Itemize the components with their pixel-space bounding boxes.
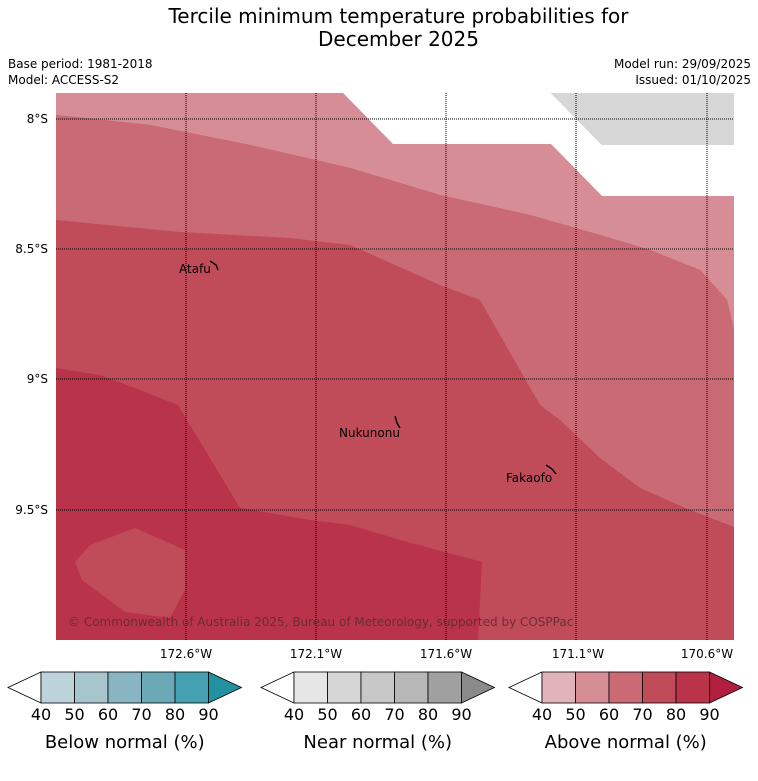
legend-tick-label: 70 <box>131 705 151 724</box>
lat-labels: 8°S 8.5°S 9°S 9.5°S <box>15 112 48 517</box>
legend-extend-high <box>709 671 744 704</box>
legend-extend-high <box>208 671 243 704</box>
legend-tick-label: 80 <box>165 705 185 724</box>
legend-tick-label: 90 <box>451 705 471 724</box>
title-line-2: December 2025 <box>318 27 479 51</box>
legend-segment <box>675 671 710 704</box>
region-above-70-patch <box>75 528 185 618</box>
lat-label: 9.5°S <box>15 503 48 517</box>
model-name: Model: ACCESS-S2 <box>8 73 120 87</box>
legend-segment <box>141 671 176 704</box>
legend-tick-label: 50 <box>565 705 585 724</box>
island-fakaofo-shape <box>545 464 557 475</box>
legend-tick-label: 40 <box>532 705 552 724</box>
legend-tick-label: 60 <box>98 705 118 724</box>
legend-segment <box>642 671 677 704</box>
legend-segment <box>40 671 75 704</box>
legend-above: 40 50 60 70 80 90 Above normal (%) <box>508 671 744 753</box>
meta-right: Model run: 29/09/2025 Issued: 01/10/2025 <box>614 56 751 88</box>
legend-below: 40 50 60 70 80 90 Below normal (%) <box>7 671 243 753</box>
island-nukunonu: Nukunonu <box>339 415 401 440</box>
island-nukunonu-shape <box>394 415 401 429</box>
legend-segment <box>293 671 328 704</box>
lon-labels: 172.6°W 172.1°W 171.6°W 171.1°W 170.6°W <box>160 647 733 661</box>
legends: 40 50 60 70 80 90 Below normal (%) 40 50 60 70 80 90… <box>7 671 744 753</box>
legend-extend-high <box>461 671 496 704</box>
legend-tick-label: 90 <box>699 705 719 724</box>
graticule <box>56 93 734 640</box>
legend-segment <box>608 671 643 704</box>
legend-tick-label: 80 <box>666 705 686 724</box>
legend-title: Below normal (%) <box>45 732 205 753</box>
legend-title: Above normal (%) <box>545 732 707 753</box>
legend-segment <box>541 671 576 704</box>
legend-tick-label: 40 <box>31 705 51 724</box>
legend-segment <box>74 671 109 704</box>
legend-tick-label: 80 <box>418 705 438 724</box>
legend-segment <box>575 671 610 704</box>
legend-tick-label: 90 <box>198 705 218 724</box>
lat-label: 9°S <box>27 372 48 386</box>
island-fakaofo: Fakaofo <box>506 464 557 485</box>
model-run: Model run: 29/09/2025 <box>613 57 751 71</box>
legend-tick-label: 70 <box>384 705 404 724</box>
lat-label: 8.5°S <box>15 242 48 256</box>
place-label-nukunonu: Nukunonu <box>339 426 400 440</box>
legend-extend-low <box>260 671 295 704</box>
lon-label: 171.6°W <box>420 647 472 661</box>
title-line-1: Tercile minimum temperature probabilitie… <box>168 4 629 28</box>
issued-date: Issued: 01/10/2025 <box>635 73 751 87</box>
legend-tick-label: 70 <box>632 705 652 724</box>
legend-near: 40 50 60 70 80 90 Near normal (%) <box>260 671 496 753</box>
legend-segment <box>174 671 209 704</box>
lon-label: 172.1°W <box>290 647 342 661</box>
legend-segment <box>427 671 462 704</box>
legend-extend-low <box>7 671 42 704</box>
place-label-fakaofo: Fakaofo <box>506 471 552 485</box>
island-atafu: Atafu <box>179 260 219 276</box>
legend-segment <box>107 671 142 704</box>
legend-segment <box>327 671 362 704</box>
legend-segment <box>394 671 429 704</box>
region-above-50 <box>56 93 734 330</box>
legend-tick-label: 40 <box>284 705 304 724</box>
region-above-60-top <box>56 115 734 527</box>
legend-tick-label: 50 <box>64 705 84 724</box>
probability-map <box>56 93 734 640</box>
legend-segment <box>360 671 395 704</box>
meta-left: Base period: 1981-2018 Model: ACCESS-S2 <box>8 56 153 88</box>
legend-tick-label: 60 <box>351 705 371 724</box>
legend-extend-low <box>508 671 543 704</box>
place-label-atafu: Atafu <box>179 262 211 276</box>
lon-label: 170.6°W <box>681 647 733 661</box>
island-atafu-shape <box>209 260 219 271</box>
legend-tick-label: 50 <box>317 705 337 724</box>
lon-label: 172.6°W <box>160 647 212 661</box>
legend-tick-label: 60 <box>599 705 619 724</box>
copyright-notice: © Commonwealth of Australia 2025, Bureau… <box>68 615 573 629</box>
lon-label: 171.1°W <box>552 647 604 661</box>
base-period: Base period: 1981-2018 <box>8 57 153 71</box>
legend-title: Near normal (%) <box>303 732 452 753</box>
lat-label: 8°S <box>27 112 48 126</box>
map-title: Tercile minimum temperature probabilitie… <box>0 5 758 51</box>
